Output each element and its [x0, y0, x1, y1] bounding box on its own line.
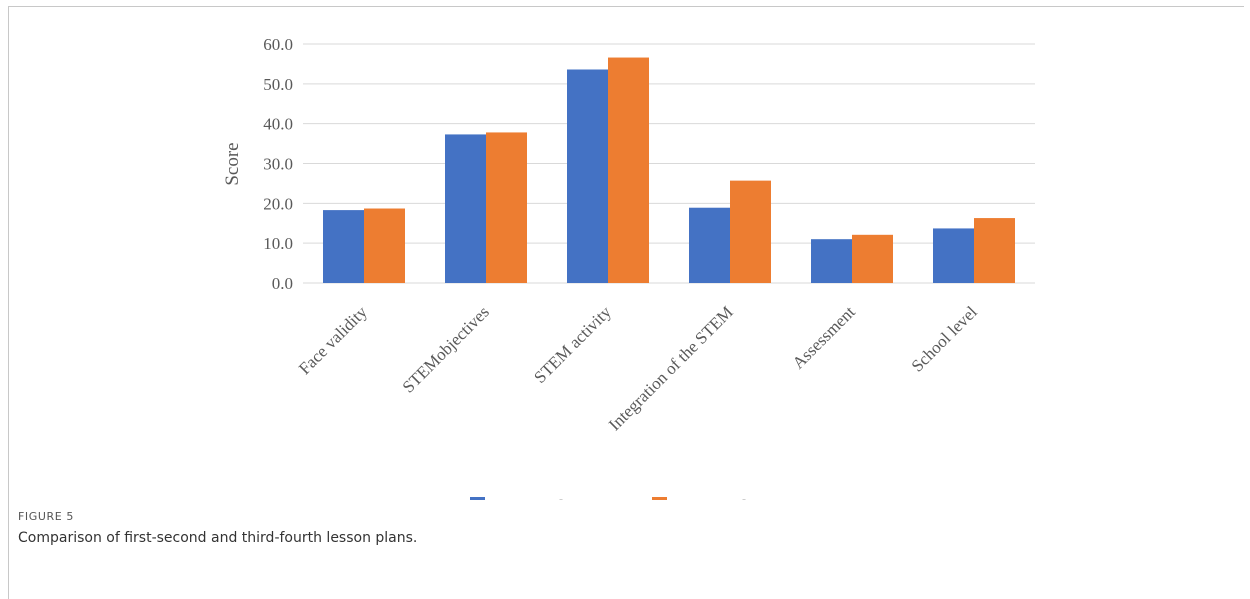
legend-swatch — [652, 497, 667, 500]
x-category-label: Face validity — [295, 302, 371, 378]
bar-lesson-plan-34 — [608, 57, 649, 283]
x-category-label: Integration of the STEM — [605, 302, 737, 434]
figure-frame — [8, 6, 1244, 599]
bar-lesson-plan-34 — [852, 234, 893, 283]
bar-lesson-plan-12 — [933, 228, 974, 283]
bar-lesson-plan-34 — [974, 218, 1015, 283]
figure-caption: Comparison of first-second and third-fou… — [18, 530, 418, 546]
y-axis-title: Score — [222, 142, 243, 185]
x-category-label: STEM activity — [530, 302, 615, 387]
legend: Lesson Plan-12 Lesson Plan-34 — [470, 497, 791, 500]
legend-label: Lesson Plan-34 — [673, 497, 791, 500]
bar-lesson-plan-12 — [323, 210, 364, 283]
y-axis-ticks: 0.0 10.0 20.0 30.0 40.0 50.0 60.0 — [263, 35, 293, 293]
legend-label: Lesson Plan-12 — [490, 497, 608, 500]
y-tick-label: 20.0 — [263, 194, 293, 213]
bar-lesson-plan-12 — [811, 239, 852, 283]
bar-lesson-plan-12 — [567, 69, 608, 283]
x-category-label: School level — [908, 302, 981, 375]
bar-lesson-plan-12 — [445, 134, 486, 283]
y-tick-label: 60.0 — [263, 35, 293, 54]
bar-lesson-plan-34 — [364, 208, 405, 283]
x-axis-categories: Face validity STEMobjectives STEM activity… — [295, 302, 981, 434]
gridlines — [303, 43, 1035, 284]
y-tick-label: 30.0 — [263, 155, 293, 174]
y-tick-label: 50.0 — [263, 75, 293, 94]
bar-chart: 0.0 10.0 20.0 30.0 40.0 50.0 60.0 Face validit… — [222, 35, 1035, 500]
x-category-label: Assessment — [789, 302, 859, 372]
y-tick-label: 10.0 — [263, 234, 293, 253]
bar-lesson-plan-34 — [730, 180, 771, 283]
figure-label: FIGURE 5 — [18, 510, 75, 523]
bar-lesson-plan-34 — [486, 132, 527, 283]
y-tick-label: 40.0 — [263, 115, 293, 134]
bars — [323, 57, 1015, 283]
legend-swatch — [470, 497, 485, 500]
x-category-label: STEMobjectives — [399, 302, 493, 396]
bar-lesson-plan-12 — [689, 207, 730, 283]
y-tick-label: 0.0 — [272, 274, 293, 293]
